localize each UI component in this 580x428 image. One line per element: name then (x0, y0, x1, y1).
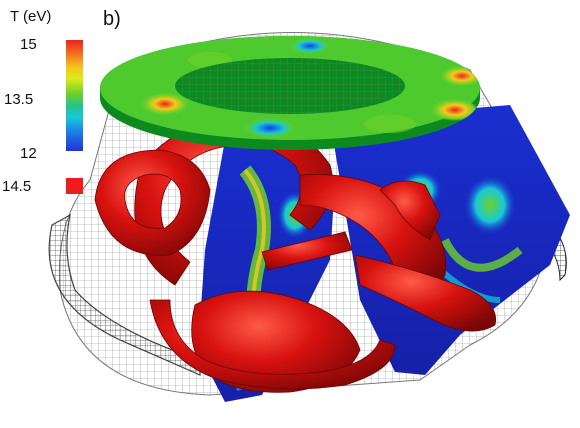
isosurface-tubes (94, 97, 497, 393)
colorbar-tick-mid: 13.5 (4, 91, 34, 108)
colorbar (66, 40, 83, 151)
panel-label: b) (103, 8, 121, 30)
colorbar-tick-max: 15 (20, 36, 37, 53)
colorbar-tick-min: 12 (20, 145, 37, 162)
colorbar-title: T (eV) (10, 8, 52, 25)
isosurface-value-label: 14.5 (2, 178, 32, 195)
toroidal-ring-slice (100, 36, 480, 150)
isosurface-swatch (66, 178, 83, 194)
